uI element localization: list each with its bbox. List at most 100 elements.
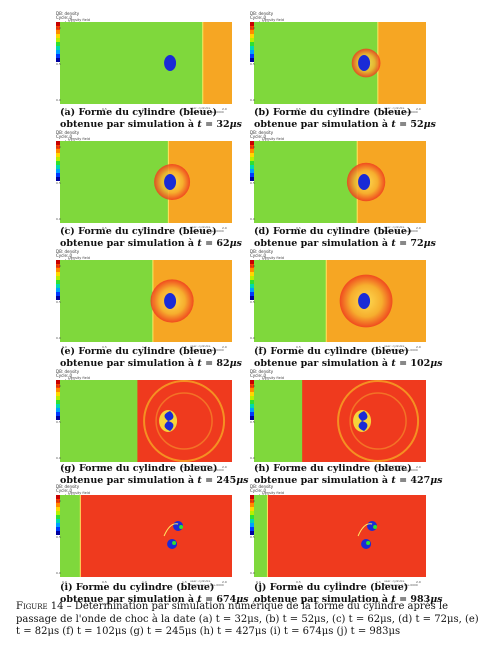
plot-info-line: Rende Cyl: 1.0e+0000 xyxy=(190,582,224,587)
subfigure-caption-h: (h) Forme du cylindre (bleue) obtenue pa… xyxy=(254,463,454,486)
unshocked-region xyxy=(254,495,268,577)
plot-context-label: Density field xyxy=(262,18,284,22)
x-tick-label: 0.0 xyxy=(62,226,67,230)
subfigure-caption-text: Forme du cylindre (bleue) obtenue par si… xyxy=(60,346,217,369)
colorbar-swatch xyxy=(56,392,62,396)
reflected-wave-inner xyxy=(155,392,213,450)
plot-info-line: Rende Cyl: 1.0e+0000 xyxy=(384,467,418,472)
legend-var: Cycle: 0 xyxy=(250,488,267,493)
time-unit: μs xyxy=(423,237,436,249)
plot-info: user: cylindre Rende Cyl: 1.0e+0000 xyxy=(384,225,418,233)
time-symbol: t xyxy=(197,593,202,605)
y-tick-label: 1.0 xyxy=(250,145,255,149)
subfigure-caption-text: Forme du cylindre (bleue) obtenue par si… xyxy=(60,582,215,605)
y-tick-label: 0.0 xyxy=(56,217,61,221)
y-tick-label: 0.0 xyxy=(56,98,61,102)
colorbar-swatch xyxy=(56,404,62,408)
vortex-core xyxy=(172,541,177,545)
subfigure-time: t = 674μs xyxy=(197,593,249,605)
colorbar xyxy=(56,495,62,535)
colorbar-swatch xyxy=(56,145,62,149)
plot-info-line: Rende Cyl: 1.0e+0000 xyxy=(190,109,224,114)
y-tick-label: 1.0 xyxy=(250,499,255,503)
vortex-core xyxy=(179,525,184,529)
colorbar-swatch xyxy=(250,157,256,161)
density-plot xyxy=(254,141,426,223)
x-tick-label: 1.0 xyxy=(336,580,341,584)
x-tick-label: 2.0 xyxy=(416,345,421,349)
legend-title: DB: density xyxy=(250,11,274,16)
plot-info-line: Rende Cyl: 1.0e+0000 xyxy=(384,347,418,352)
plot-context-label: Density field xyxy=(262,491,284,495)
density-field-svg xyxy=(254,380,426,462)
plot-info-line: Rende Cyl: 1.0e+0000 xyxy=(190,467,224,472)
y-tick-label: 0.0 xyxy=(56,456,61,460)
colorbar xyxy=(250,260,256,300)
x-tick-label: 1.0 xyxy=(336,345,341,349)
colorbar-swatch xyxy=(250,177,256,181)
colorbar xyxy=(250,141,256,181)
plot-context-label: Density field xyxy=(68,491,90,495)
subfigure-label: (b) xyxy=(254,107,273,118)
colorbar-swatch xyxy=(250,149,256,153)
x-tick-label: 0.0 xyxy=(62,580,67,584)
colorbar-swatch xyxy=(250,264,256,268)
colorbar-swatch xyxy=(250,288,256,292)
shear-layer xyxy=(163,523,179,537)
colorbar xyxy=(250,495,256,535)
x-tick-label: 1.5 xyxy=(182,465,187,469)
density-field-svg xyxy=(60,380,232,462)
x-tick-label: 2.0 xyxy=(416,107,421,111)
colorbar-swatch xyxy=(250,284,256,288)
colorbar-swatch xyxy=(250,511,256,515)
colorbar-swatch xyxy=(250,38,256,42)
subfigure-caption-text: Forme du cylindre (bleue) obtenue par si… xyxy=(254,346,409,369)
subfigure-time: t = 245μs xyxy=(197,474,249,486)
colorbar-swatch xyxy=(56,161,62,165)
legend-title: DB: density xyxy=(250,249,274,254)
plot-info: user: cylindre Rende Cyl: 1.0e+0000 xyxy=(190,464,224,472)
time-unit: μs xyxy=(236,474,249,486)
legend-var: Cycle: 0 xyxy=(56,253,73,258)
colorbar-swatch xyxy=(56,495,62,499)
subfigure-caption-g: (g) Forme du cylindre (bleue) obtenue pa… xyxy=(60,463,260,486)
colorbar-swatch xyxy=(56,388,62,392)
plot-info-line: user: cylindre xyxy=(190,464,211,468)
colorbar-swatch xyxy=(56,272,62,276)
subfigure-caption-e: (e) Forme du cylindre (bleue) obtenue pa… xyxy=(60,346,260,369)
plot-context-label: Density field xyxy=(68,137,90,141)
subfigure-label: (i) xyxy=(60,582,76,593)
colorbar-swatch xyxy=(250,412,256,416)
colorbar-swatch xyxy=(250,404,256,408)
y-tick-label: 1.0 xyxy=(56,26,61,30)
plot-context-label: Density field xyxy=(68,376,90,380)
x-tick-label: 2.0 xyxy=(222,580,227,584)
subfigure-caption-text: Forme du cylindre (bleue) obtenue par si… xyxy=(60,463,218,486)
legend-var: Cycle: 0 xyxy=(250,134,267,139)
plot-context-label: Density field xyxy=(262,137,284,141)
legend-title: DB: density xyxy=(56,11,80,16)
cylinder-body xyxy=(358,411,368,431)
vortex-core xyxy=(366,541,371,545)
subfigure-caption-d: (d) Forme du cylindre (bleue) obtenue pa… xyxy=(254,226,454,249)
colorbar-swatch xyxy=(250,388,256,392)
subfigure-time: t = 427μs xyxy=(391,474,443,486)
colorbar-swatch xyxy=(250,416,256,420)
reflected-wave-inner xyxy=(349,392,407,450)
colorbar xyxy=(56,260,62,300)
x-tick-label: 0.5 xyxy=(296,580,301,584)
plot-info-line: Rende Cyl: 1.0e+0000 xyxy=(384,228,418,233)
time-symbol: t xyxy=(391,237,396,249)
colorbar-swatch xyxy=(250,141,256,145)
colorbar xyxy=(56,380,62,420)
plot-info: user: cylindre Rende Cyl: 1.0e+0000 xyxy=(190,225,224,233)
colorbar-swatch xyxy=(56,30,62,34)
colorbar-swatch xyxy=(56,173,62,177)
shocked-region xyxy=(254,495,426,577)
subfigure-caption-f: (f) Forme du cylindre (bleue) obtenue pa… xyxy=(254,346,454,369)
colorbar-swatch xyxy=(56,141,62,145)
legend-var: Cycle: 0 xyxy=(56,373,73,378)
colorbar-swatch xyxy=(250,260,256,264)
